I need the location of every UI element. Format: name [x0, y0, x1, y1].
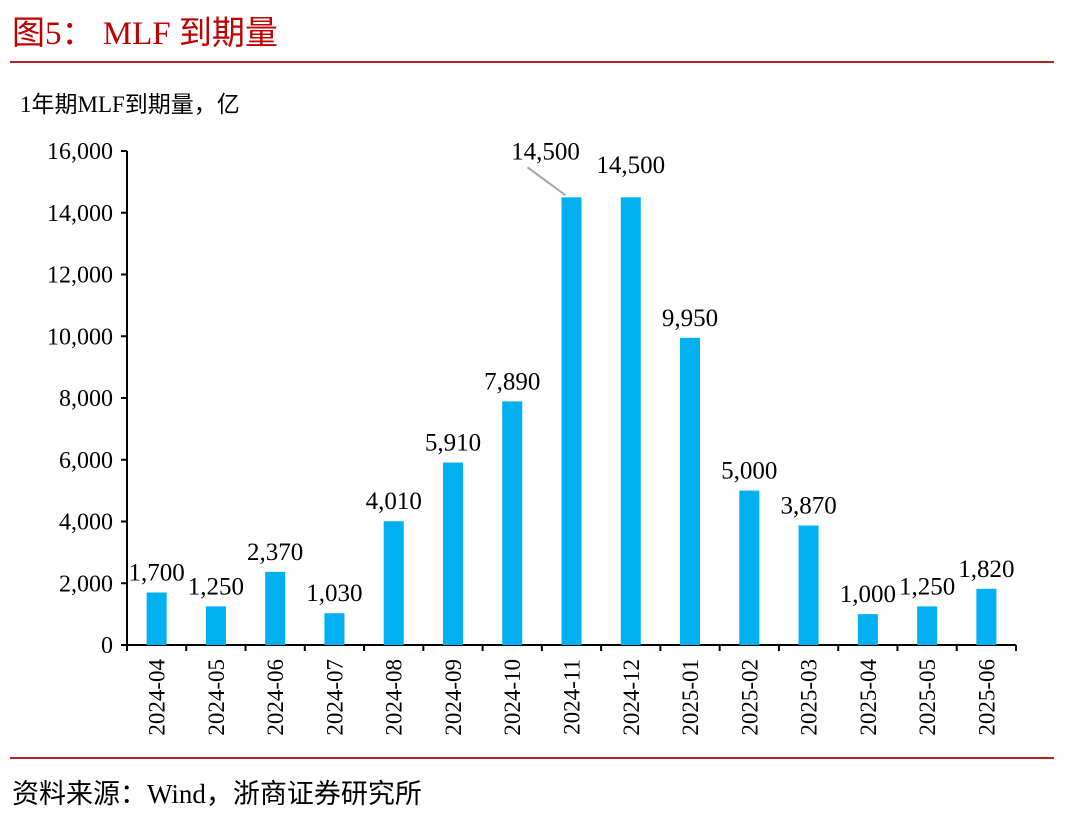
x-tick-label: 2025-04: [856, 659, 881, 736]
x-tick-label: 2024-12: [619, 659, 644, 736]
figure-title: 图5： MLF 到期量: [12, 16, 278, 52]
y-tick-label: 10,000: [47, 324, 113, 350]
y-tick-label: 14,000: [47, 201, 113, 227]
data-label: 3,870: [780, 493, 836, 520]
bar: [324, 613, 345, 645]
bar: [976, 588, 997, 645]
y-tick-label: 8,000: [59, 386, 113, 412]
x-tick-label: 2024-08: [382, 659, 407, 736]
data-label-leader: [526, 166, 567, 197]
data-label: 9,950: [662, 305, 718, 332]
y-tick-label: 16,000: [47, 139, 113, 165]
data-label: 1,700: [129, 560, 185, 587]
y-tick-label: 4,000: [59, 510, 113, 536]
data-label: 5,000: [721, 458, 777, 485]
data-label: 1,820: [958, 556, 1014, 583]
data-label: 14,500: [511, 138, 580, 165]
y-tick-label: 12,000: [47, 263, 113, 289]
x-tick-label: 2024-09: [441, 659, 466, 736]
bar: [857, 614, 878, 645]
bar: [146, 592, 167, 645]
y-tick-label: 6,000: [59, 448, 113, 474]
y-tick-label: 0: [101, 633, 113, 659]
data-label: 1,250: [899, 573, 955, 600]
top-divider: [10, 61, 1054, 63]
bar: [620, 197, 641, 645]
y-tick-label: 2,000: [59, 571, 113, 597]
x-tick-label: 2025-06: [974, 659, 999, 736]
data-label: 1,250: [188, 573, 244, 600]
data-label: 1,030: [306, 580, 362, 607]
bottom-divider: [10, 757, 1054, 759]
x-tick-label: 2024-07: [322, 659, 347, 736]
data-label: 4,010: [366, 488, 422, 515]
x-tick-label: 2024-05: [204, 659, 229, 736]
data-label: 7,890: [484, 368, 540, 395]
bar: [798, 525, 819, 645]
bar: [383, 521, 404, 645]
x-tick-label: 2024-10: [500, 659, 525, 736]
x-tick-label: 2024-06: [263, 659, 288, 736]
x-tick-label: 2024-11: [560, 659, 585, 735]
data-label: 2,370: [247, 539, 303, 566]
data-label: 1,000: [840, 581, 896, 608]
x-tick-label: 2025-05: [915, 659, 940, 736]
bar: [442, 462, 463, 645]
data-label: 14,500: [596, 152, 665, 179]
data-label: 5,910: [425, 430, 481, 457]
x-tick-label: 2025-02: [737, 659, 762, 736]
y-axis-label: 1年期MLF到期量，亿: [20, 92, 240, 117]
x-tick-label: 2024-04: [145, 659, 170, 736]
source-note: 资料来源：Wind，浙商证券研究所: [12, 779, 422, 809]
bar: [680, 337, 701, 645]
bar: [205, 606, 226, 645]
bar: [502, 401, 523, 645]
bar: [265, 571, 286, 645]
bar: [561, 197, 582, 645]
x-tick-label: 2025-03: [797, 659, 822, 736]
bar: [917, 606, 938, 645]
bar: [739, 490, 760, 645]
x-tick-label: 2025-01: [678, 659, 703, 736]
